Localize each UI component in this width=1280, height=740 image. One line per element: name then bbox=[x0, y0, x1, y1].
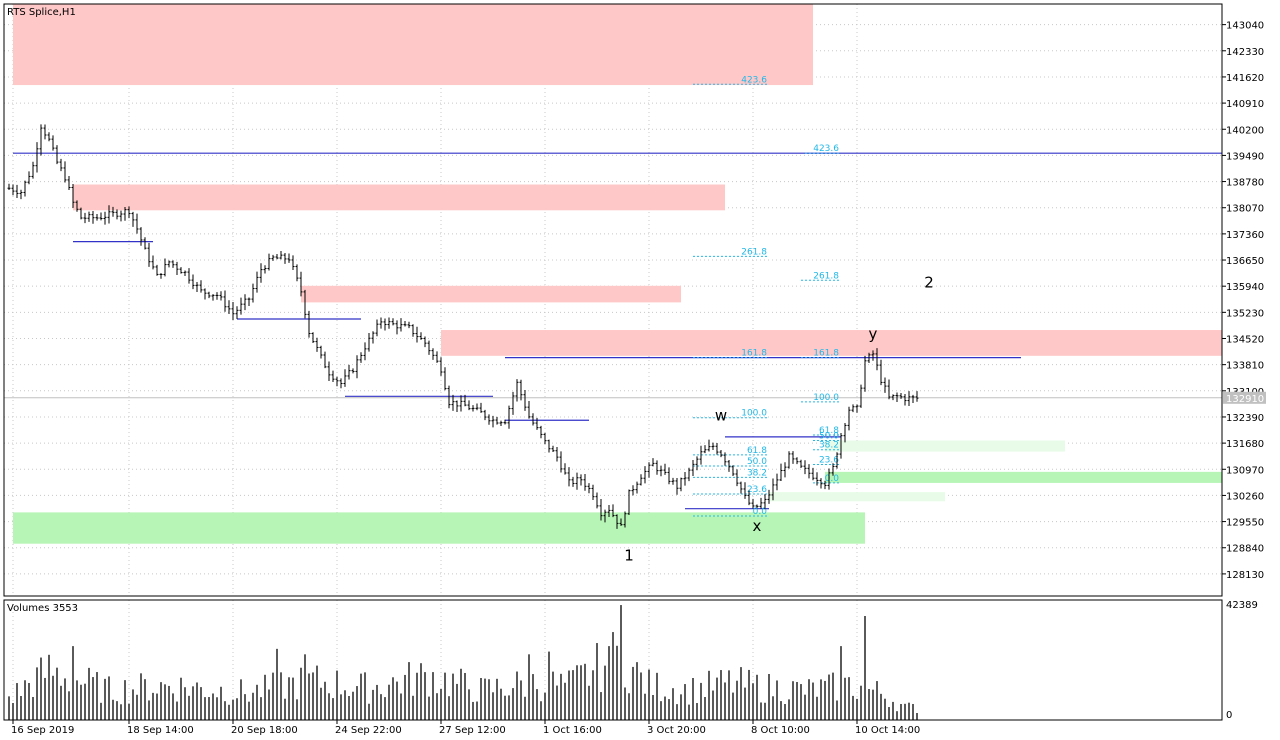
volume-tick-label: 0 bbox=[1226, 710, 1232, 721]
fib-level-label: 23.6 bbox=[747, 485, 767, 495]
fib-level-label: 50.0 bbox=[819, 432, 839, 442]
price-tick-label: 137360 bbox=[1226, 230, 1264, 241]
fib-level-label: 100.0 bbox=[813, 393, 839, 403]
fib-level-label: 261.8 bbox=[813, 271, 839, 281]
volume-axis: 42389 0 bbox=[1226, 600, 1258, 721]
price-tick-label: 135940 bbox=[1226, 282, 1264, 293]
volume-tick-label: 42389 bbox=[1226, 600, 1258, 611]
time-tick-label: 3 Oct 20:00 bbox=[647, 725, 706, 736]
fib-level-label: 38.2 bbox=[747, 468, 767, 478]
demand-zone bbox=[825, 471, 1222, 483]
time-tick-label: 20 Sep 18:00 bbox=[231, 725, 298, 736]
time-tick-label: 10 Oct 14:00 bbox=[855, 725, 920, 736]
price-tick-label: 133810 bbox=[1226, 361, 1264, 372]
time-tick-label: 18 Sep 14:00 bbox=[127, 725, 194, 736]
wave-label: y bbox=[869, 325, 878, 343]
demand-zone bbox=[13, 512, 865, 544]
fib-level-label: 38.2 bbox=[819, 441, 839, 451]
wave-label: w bbox=[715, 406, 727, 424]
time-tick-label: 1 Oct 16:00 bbox=[543, 725, 602, 736]
price-tick-label: 132390 bbox=[1226, 413, 1264, 424]
fib-level-label: 261.8 bbox=[741, 247, 767, 257]
time-tick-label: 16 Sep 2019 bbox=[11, 725, 74, 736]
fib-level-label: 61.8 bbox=[747, 446, 767, 456]
price-tick-label: 134520 bbox=[1226, 334, 1264, 345]
panel-frames bbox=[3, 3, 1223, 721]
fib-level-label: 100.0 bbox=[741, 409, 767, 419]
current-price-text: 132910 bbox=[1226, 394, 1264, 405]
price-tick-label: 139490 bbox=[1226, 151, 1264, 162]
fib-level-label: 0.0 bbox=[753, 507, 768, 517]
supply-zone bbox=[13, 4, 813, 86]
current-price-tag: 132910 bbox=[1223, 391, 1266, 405]
wave-labels: w x y 1 2 bbox=[624, 274, 934, 565]
fib-level-label: 0.0 bbox=[825, 474, 840, 484]
price-tick-label: 138070 bbox=[1226, 204, 1264, 215]
time-tick-label: 24 Sep 22:00 bbox=[335, 725, 402, 736]
price-tick-label: 141620 bbox=[1226, 73, 1264, 84]
price-tick-label: 140910 bbox=[1226, 99, 1264, 110]
fib-level-label: 423.6 bbox=[813, 144, 839, 154]
volume-panel-frame bbox=[3, 599, 1223, 721]
supply-zone bbox=[441, 330, 1222, 356]
fib-level-label: 61.8 bbox=[819, 426, 839, 436]
price-zones bbox=[13, 4, 1222, 544]
price-tick-label: 138780 bbox=[1226, 178, 1264, 189]
price-tick-label: 142330 bbox=[1226, 47, 1264, 58]
price-tick-label: 130260 bbox=[1226, 491, 1264, 502]
fib-level-label: 50.0 bbox=[747, 457, 767, 467]
time-tick-label: 27 Sep 12:00 bbox=[439, 725, 506, 736]
volume-label: Volumes 3553 bbox=[7, 603, 78, 614]
supply-zone bbox=[73, 184, 725, 211]
wave-label: 2 bbox=[924, 274, 934, 292]
price-panel-frame bbox=[3, 3, 1223, 597]
price-tick-label: 140200 bbox=[1226, 125, 1264, 136]
fibonacci-levels: 423.6 423.6 261.8 261.8 161.8 161.8 100.0 100.0… bbox=[693, 75, 841, 517]
demand-zone bbox=[769, 492, 945, 502]
price-tick-label: 136650 bbox=[1226, 256, 1264, 267]
time-axis: 16 Sep 2019 18 Sep 14:00 20 Sep 18:00 24 Se… bbox=[11, 720, 920, 736]
fib-level-label: 161.8 bbox=[813, 349, 839, 359]
price-tick-label: 130970 bbox=[1226, 465, 1264, 476]
fib-level-label: 423.6 bbox=[741, 75, 767, 85]
price-tick-label: 128840 bbox=[1226, 544, 1264, 555]
demand-zone bbox=[825, 440, 1065, 452]
price-tick-label: 128130 bbox=[1226, 570, 1264, 581]
price-tick-label: 143040 bbox=[1226, 21, 1264, 32]
price-axis: 143040 142330 141620 140910 140200 139490 1387… bbox=[1222, 21, 1264, 581]
fib-level-label: 161.8 bbox=[741, 349, 767, 359]
wave-label: 1 bbox=[624, 546, 634, 564]
price-tick-label: 135230 bbox=[1226, 308, 1264, 319]
symbol-label: RTS Splice,H1 bbox=[7, 7, 76, 18]
current-price-box bbox=[1223, 391, 1266, 404]
supply-zone bbox=[301, 285, 681, 303]
fib-level-label: 23.6 bbox=[819, 455, 839, 465]
price-tick-label: 129550 bbox=[1226, 518, 1264, 529]
candles bbox=[7, 124, 919, 529]
time-tick-label: 8 Oct 10:00 bbox=[751, 725, 810, 736]
wave-label: x bbox=[753, 517, 762, 535]
price-tick-label: 131680 bbox=[1226, 439, 1264, 450]
volume-bars bbox=[8, 605, 918, 720]
